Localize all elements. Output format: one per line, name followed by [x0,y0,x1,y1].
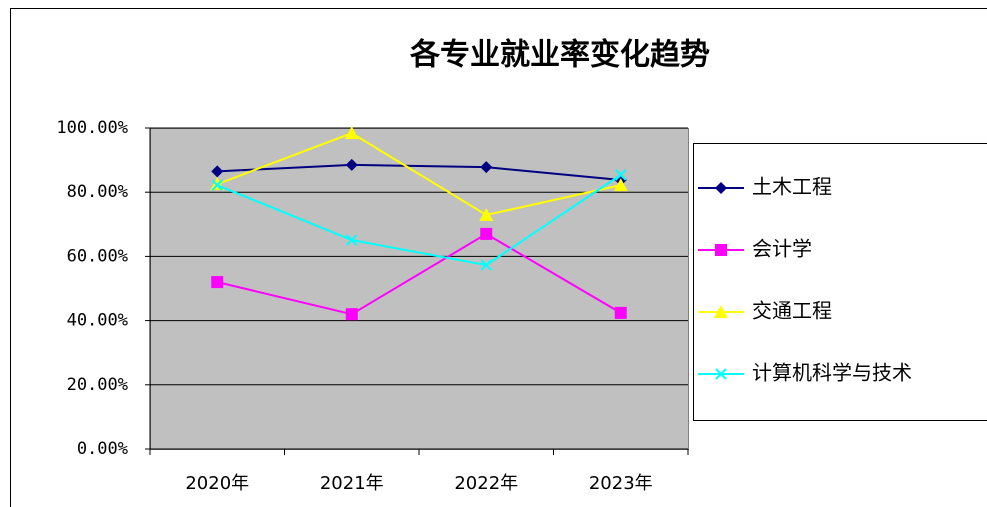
marker [714,305,728,318]
legend-label: 计算机科学与技术 [752,361,912,385]
marker [480,161,493,174]
chart-title: 各专业就业率变化趋势 [409,38,710,73]
x-tick-label: 2021年 [320,473,384,494]
x-tick-label: 2022年 [454,473,518,494]
y-tick-label: 60.00% [67,246,128,266]
marker [480,227,493,240]
y-tick-label: 100.00% [56,118,128,138]
marker [715,182,727,194]
marker [346,234,358,246]
y-tick-label: 40.00% [67,311,128,331]
series-line [217,232,622,316]
marker [211,165,224,178]
x-tick-label: 2020年 [185,473,249,494]
marker [613,178,628,192]
marker [479,207,494,221]
legend-label: 土木工程 [752,175,832,199]
marker [615,169,627,181]
marker [345,158,358,171]
plot-area [150,128,689,450]
series-line [217,163,621,181]
legend-label: 交通工程 [752,299,832,323]
marker [211,276,224,289]
marker [344,126,359,140]
x-tick-label: 2023年 [589,473,653,494]
y-tick-label: 20.00% [67,375,128,395]
marker [345,308,358,321]
series-line [216,132,621,217]
marker [211,179,223,191]
legend-label: 会计学 [752,237,812,261]
marker [715,244,727,256]
marker [480,259,492,271]
y-tick-label: 0.00% [77,439,128,459]
y-tick-label: 80.00% [67,182,128,202]
series-line [216,174,622,267]
marker [614,306,627,319]
marker [715,368,727,380]
